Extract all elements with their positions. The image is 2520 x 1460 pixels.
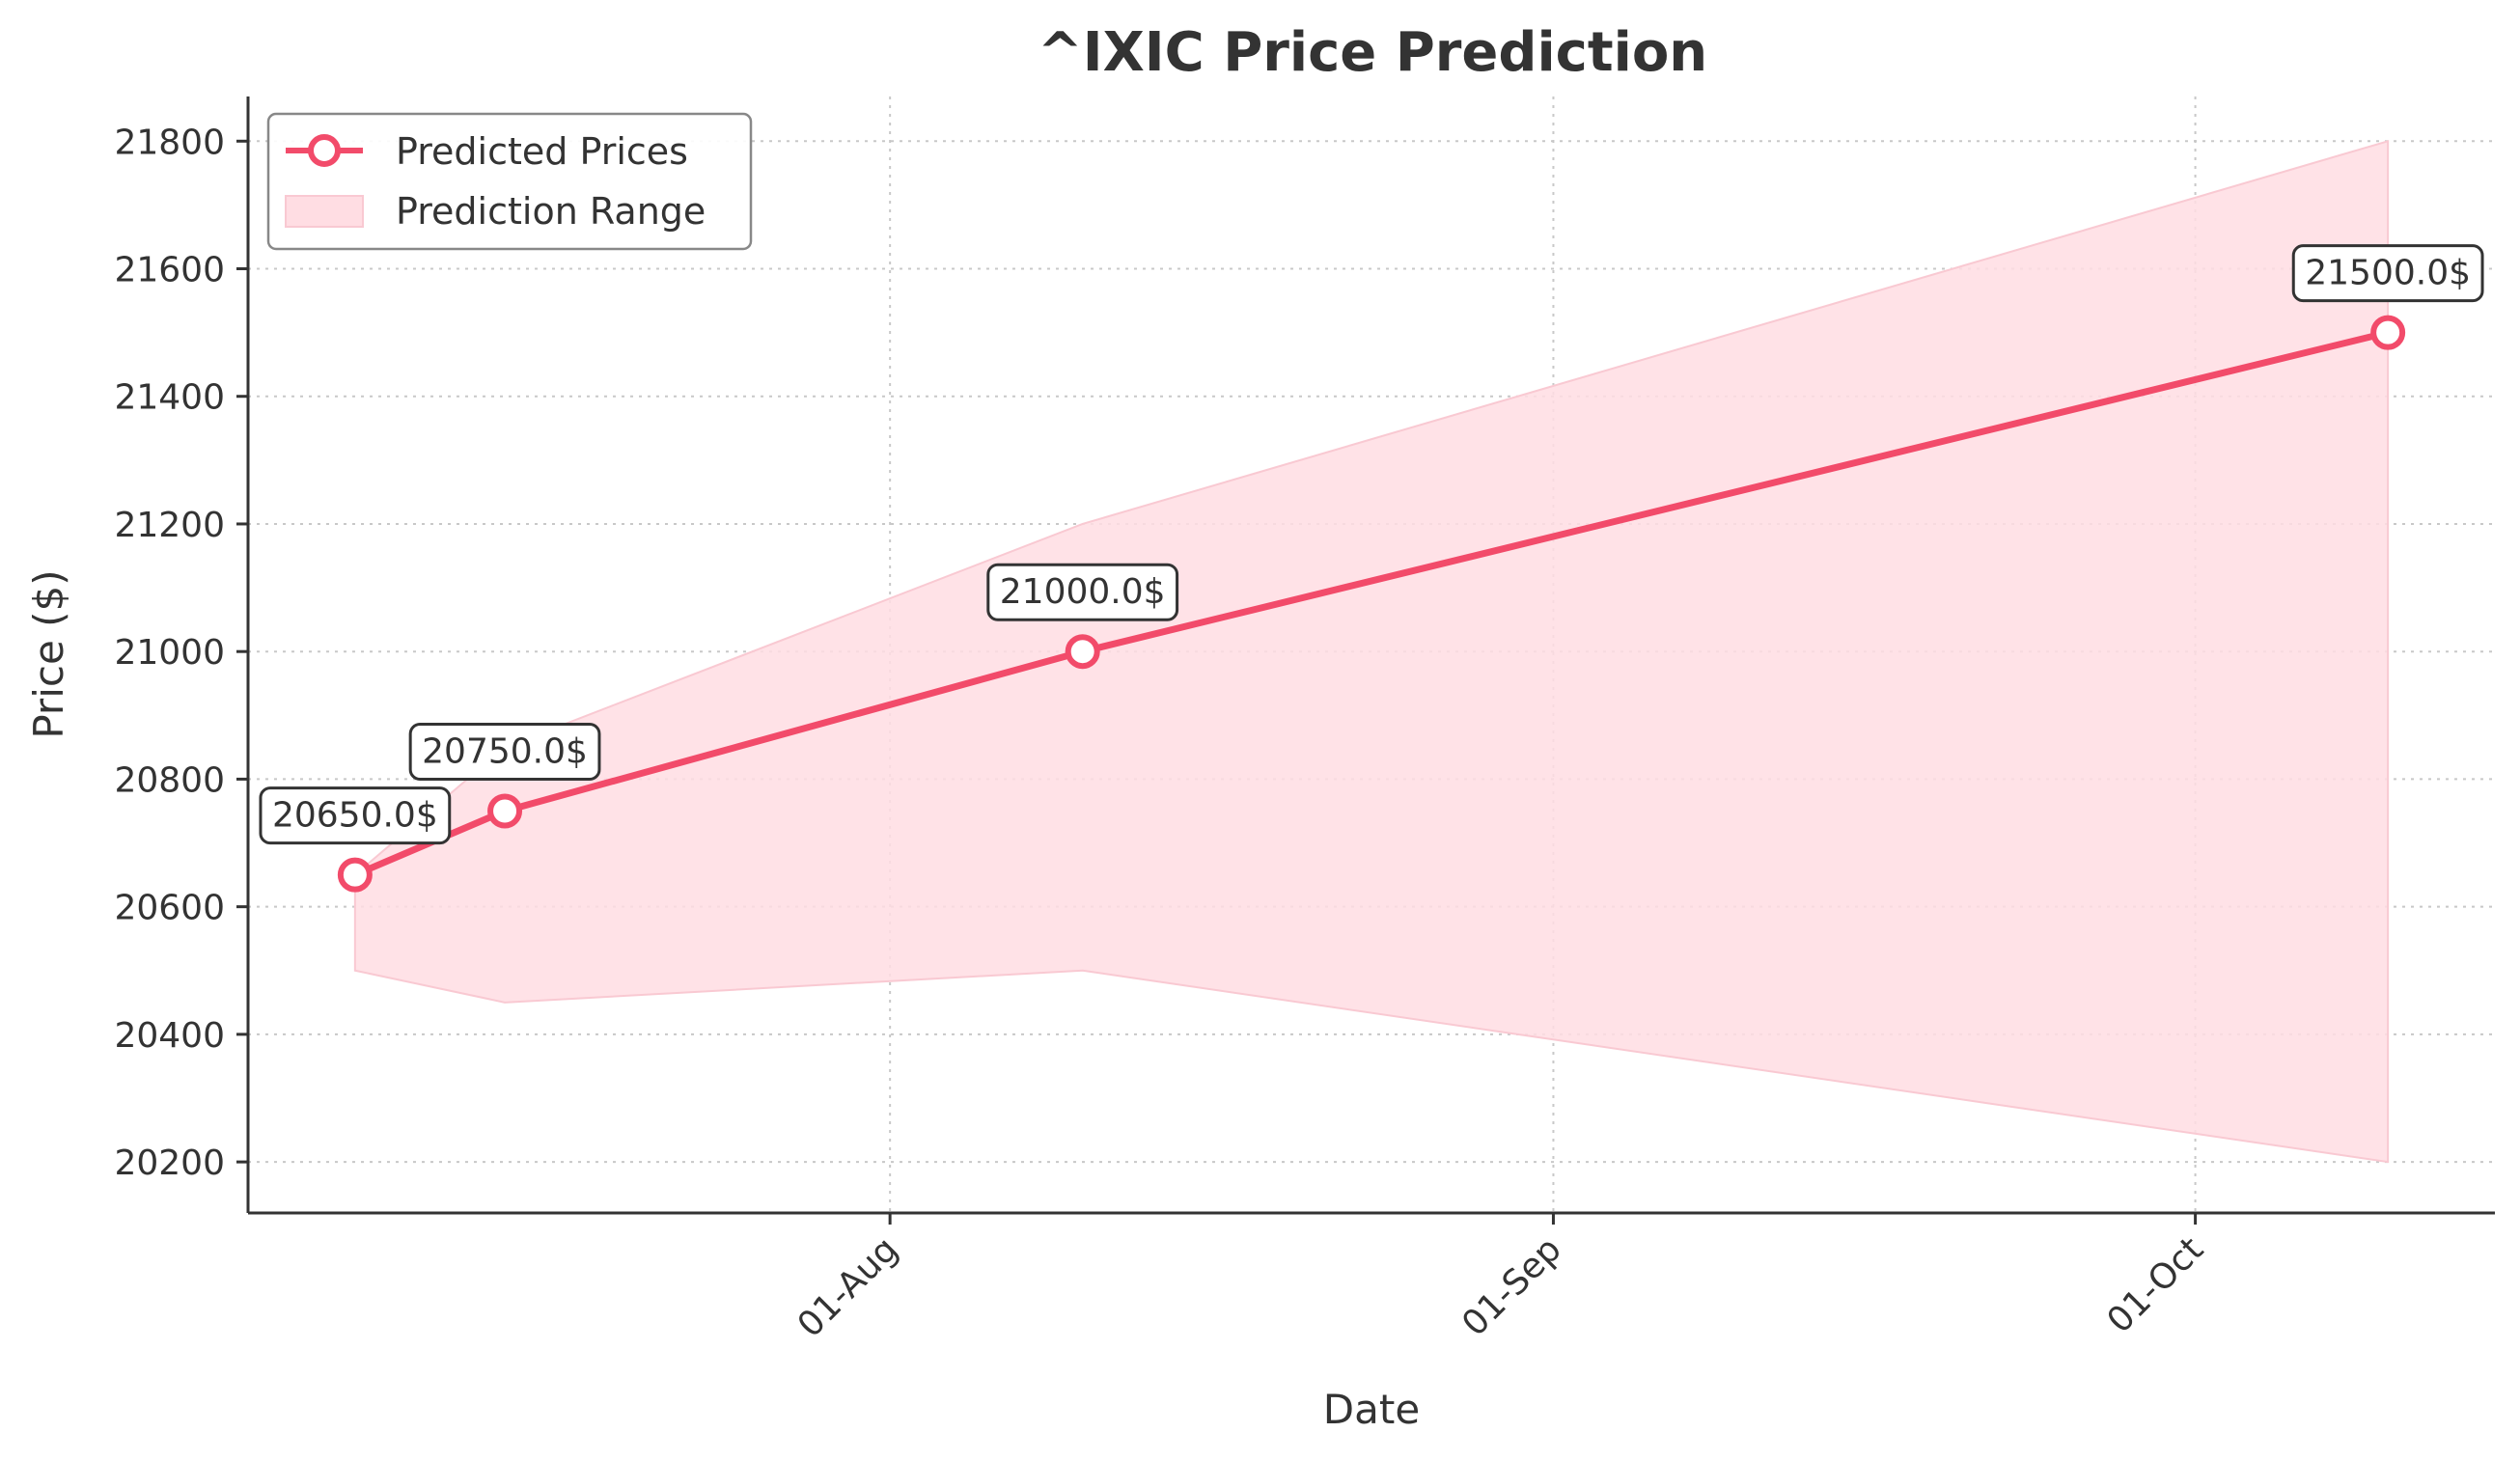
y-tick-label: 20800 xyxy=(114,760,225,800)
data-labels: 20650.0$ 20750.0$ 21000.0$ 21500.0$ xyxy=(259,244,2484,845)
y-axis-label: Price ($) xyxy=(25,569,72,738)
data-label: 21000.0$ xyxy=(1000,572,1166,612)
y-tick-label: 21800 xyxy=(114,123,225,162)
data-label-box: 20650.0$ xyxy=(259,786,452,845)
y-tick-label: 21600 xyxy=(114,251,225,290)
data-point xyxy=(337,857,373,893)
y-tick-label: 21200 xyxy=(114,506,225,545)
x-tick-label: 01-Sep xyxy=(1454,1229,1569,1344)
data-label-box: 21500.0$ xyxy=(2291,244,2484,303)
legend: Predicted Prices Prediction Range xyxy=(266,112,753,251)
legend-label-predicted: Predicted Prices xyxy=(396,130,688,173)
data-label-frame xyxy=(408,722,601,781)
chart-title: ^IXIC Price Prediction xyxy=(1038,21,1707,84)
legend-marker-sample xyxy=(308,134,341,167)
data-point xyxy=(487,793,523,829)
data-label-frame xyxy=(2291,244,2484,303)
data-points xyxy=(337,315,2406,893)
x-axis-label: Date xyxy=(1323,1386,1420,1433)
legend-frame xyxy=(266,112,753,251)
y-tick-label: 21400 xyxy=(114,378,225,418)
data-point xyxy=(2370,315,2406,350)
y-tick-label: 20400 xyxy=(114,1016,225,1056)
x-tick-label: 01-Aug xyxy=(790,1229,906,1345)
x-ticks: 01-Aug 01-Sep 01-Oct xyxy=(790,1213,2211,1345)
data-label: 20650.0$ xyxy=(272,796,438,836)
data-label-frame xyxy=(259,786,452,845)
y-tick-label: 20600 xyxy=(114,889,225,928)
data-point xyxy=(1065,634,1100,670)
legend-range-swatch xyxy=(285,195,364,228)
data-label: 21500.0$ xyxy=(2305,254,2471,293)
legend-label-range: Prediction Range xyxy=(396,190,706,233)
x-tick-label: 01-Oct xyxy=(2100,1229,2211,1340)
data-label-box: 20750.0$ xyxy=(408,722,601,781)
data-label-box: 21000.0$ xyxy=(986,563,1179,621)
data-label-frame xyxy=(986,563,1179,621)
y-tick-label: 21000 xyxy=(114,633,225,673)
prediction-range-area xyxy=(353,139,2390,1164)
data-label: 20750.0$ xyxy=(422,731,588,771)
y-tick-label: 20200 xyxy=(114,1143,225,1183)
y-ticks: 20200 20400 20600 20800 21000 21200 21400 21600… xyxy=(114,123,248,1183)
